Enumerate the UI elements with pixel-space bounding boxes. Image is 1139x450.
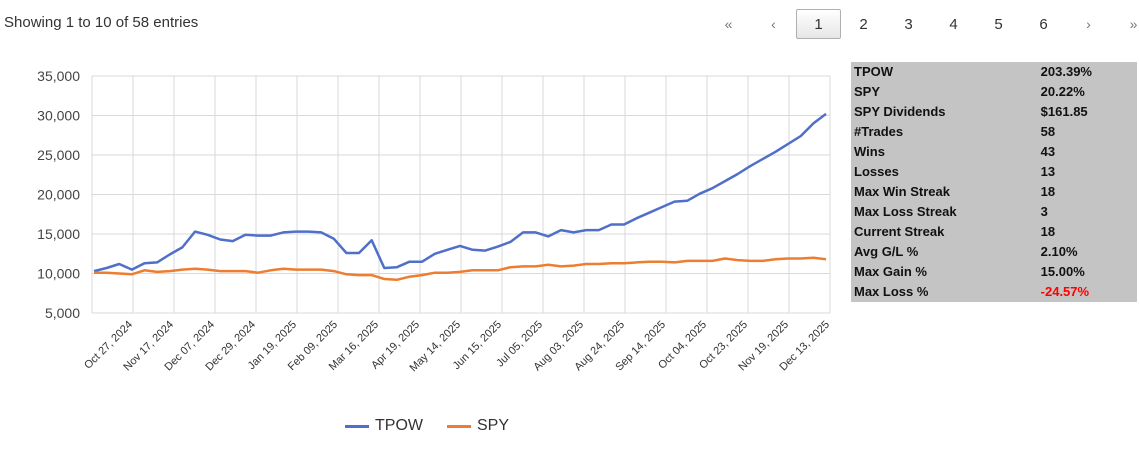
legend-label-tpow: TPOW — [375, 417, 423, 434]
page-button-5[interactable]: 5 — [994, 15, 1003, 33]
stats-row: #Trades 58 — [851, 122, 1137, 142]
page-button-6[interactable]: 6 — [1039, 15, 1048, 33]
y-tick-label: 30,000 — [37, 108, 80, 124]
stat-value: 43 — [1040, 144, 1056, 159]
prev-page-button[interactable]: ‹ — [771, 16, 776, 32]
stat-value: 20.22% — [1040, 84, 1085, 99]
stat-label: Max Loss Streak — [854, 204, 957, 219]
stat-label: SPY — [854, 84, 881, 99]
stat-value-negative: -24.57% — [1040, 284, 1090, 299]
stat-label: Max Gain % — [854, 264, 927, 279]
stats-row: SPY Dividends $161.85 — [851, 102, 1137, 122]
stats-row: Max Loss Streak 3 — [851, 202, 1137, 222]
stats-row: Losses 13 — [851, 162, 1137, 182]
stat-label: Max Win Streak — [854, 184, 950, 199]
first-page-button[interactable]: « — [724, 16, 733, 32]
page-button-2[interactable]: 2 — [859, 15, 868, 33]
last-page-button[interactable]: » — [1129, 16, 1138, 32]
stats-row: SPY 20.22% — [851, 82, 1137, 102]
legend-label-spy: SPY — [477, 417, 510, 434]
stats-row: Current Streak 18 — [851, 222, 1137, 242]
stat-label: Current Streak — [854, 224, 945, 239]
page-button-1[interactable]: 1 — [796, 9, 841, 39]
next-page-button[interactable]: › — [1086, 16, 1091, 32]
entries-info: Showing 1 to 10 of 58 entries — [4, 14, 199, 31]
stat-value: 18 — [1040, 224, 1056, 239]
stats-row: Max Win Streak 18 — [851, 182, 1137, 202]
performance-line-chart: 5,000 10,000 15,000 20,000 25,000 30,000 35,00… — [37, 68, 832, 375]
stat-value: 58 — [1040, 124, 1056, 139]
series-line-spy — [94, 256, 827, 282]
stats-table: TPOW 203.39% SPY 20.22% SPY Dividends $161.… — [851, 62, 1137, 302]
stats-row: Avg G/L % 2.10% — [851, 242, 1137, 262]
stat-value: 2.10% — [1040, 244, 1078, 259]
stat-label: Losses — [854, 164, 899, 179]
stat-label: Wins — [854, 144, 885, 159]
y-axis-ticks: 5,000 10,000 15,000 20,000 25,000 30,000 35,00… — [37, 68, 80, 321]
y-tick-label: 35,000 — [37, 68, 80, 84]
y-tick-label: 25,000 — [37, 147, 80, 163]
chart-series — [93, 112, 827, 282]
y-tick-label: 10,000 — [37, 266, 80, 282]
page-button-3[interactable]: 3 — [904, 15, 913, 33]
series-line-tpow — [93, 112, 827, 273]
stats-row: Max Gain % 15.00% — [851, 262, 1137, 282]
stat-label: #Trades — [854, 124, 904, 139]
stats-row: Wins 43 — [851, 142, 1137, 162]
stat-value: 15.00% — [1040, 264, 1085, 279]
pagination: « ‹ 1 2 3 4 5 6 › » — [706, 9, 1139, 39]
legend-swatch-tpow — [345, 424, 369, 428]
legend-swatch-spy — [447, 424, 471, 428]
chart-grid — [91, 75, 831, 314]
stat-value: $161.85 — [1040, 104, 1088, 119]
y-tick-label: 15,000 — [37, 226, 80, 242]
stat-label: Max Loss % — [854, 284, 929, 299]
stats-row: Max Loss % -24.57% — [851, 282, 1137, 302]
chart-legend: TPOW SPY — [345, 417, 533, 435]
stat-value: 203.39% — [1040, 64, 1092, 79]
stats-row: TPOW 203.39% — [851, 62, 1137, 82]
stat-value: 18 — [1040, 184, 1056, 199]
stat-value: 13 — [1040, 164, 1056, 179]
page-button-4[interactable]: 4 — [949, 15, 958, 33]
stat-label: SPY Dividends — [854, 104, 946, 119]
stat-label: TPOW — [854, 64, 893, 79]
y-tick-label: 5,000 — [45, 305, 80, 321]
stat-label: Avg G/L % — [854, 244, 919, 259]
legend-item-tpow[interactable]: TPOW — [345, 417, 423, 435]
y-tick-label: 20,000 — [37, 187, 80, 203]
legend-item-spy[interactable]: SPY — [447, 417, 509, 435]
stat-value: 3 — [1040, 204, 1048, 219]
